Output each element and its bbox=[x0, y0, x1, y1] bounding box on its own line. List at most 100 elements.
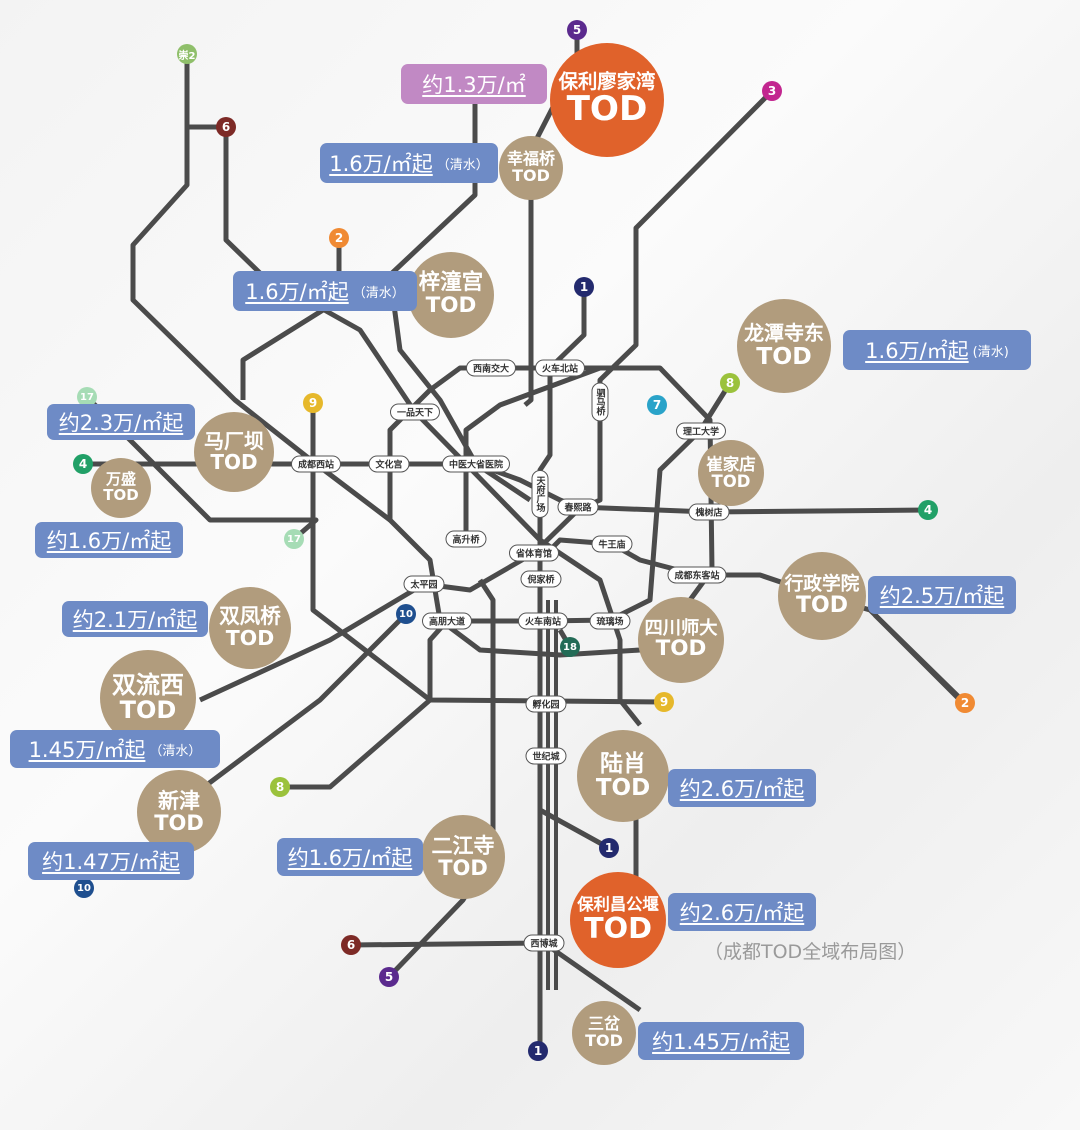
station-label: 西南交大 bbox=[465, 359, 517, 377]
tod-name: 陆肖 bbox=[600, 750, 646, 777]
tod-name: 保利廖家湾 bbox=[558, 69, 656, 93]
price-tag: 约1.6万/㎡起 bbox=[277, 838, 423, 876]
price-text: 约2.6万/㎡起 bbox=[679, 901, 805, 925]
price-text: 约2.5万/㎡起 bbox=[879, 584, 1005, 608]
tod-suffix: TOD bbox=[512, 166, 550, 185]
tod-marker[interactable]: 保利廖家湾 TOD bbox=[550, 43, 664, 157]
line-badge: 10 bbox=[396, 604, 416, 624]
tod-name: 万盛 bbox=[105, 470, 136, 489]
tod-suffix: TOD bbox=[583, 911, 653, 946]
station-label: 牛王庙 bbox=[591, 535, 633, 553]
tod-marker[interactable]: 万盛 TOD bbox=[91, 458, 151, 518]
price-note: （清水） bbox=[352, 285, 405, 301]
tod-suffix: TOD bbox=[585, 1031, 623, 1050]
tod-suffix: TOD bbox=[756, 342, 812, 371]
tod-marker[interactable]: 幸福桥 TOD bbox=[499, 136, 563, 200]
tod-marker[interactable]: 保利昌公堰 TOD bbox=[570, 872, 666, 968]
station-label: 春熙路 bbox=[557, 498, 599, 516]
price-text: 约1.6万/㎡起 bbox=[46, 529, 172, 553]
price-tag: 约1.3万/㎡ bbox=[401, 64, 547, 104]
tod-marker[interactable]: 四川师大 TOD bbox=[638, 597, 724, 683]
station-label: 一品天下 bbox=[389, 403, 441, 421]
tod-name: 双流西 bbox=[112, 670, 184, 699]
line-badge: 17 bbox=[77, 387, 97, 407]
tod-suffix: TOD bbox=[210, 450, 258, 474]
metro-line bbox=[280, 381, 733, 790]
tod-marker[interactable]: 双凤桥 TOD bbox=[209, 587, 291, 669]
price-text: 约2.3万/㎡起 bbox=[58, 411, 184, 435]
tod-name: 保利昌公堰 bbox=[577, 895, 659, 915]
price-tag: 1.6万/㎡起 (清水) bbox=[843, 330, 1031, 370]
station-label: 成都西站 bbox=[290, 455, 342, 473]
price-text: 1.6万/㎡起 bbox=[245, 280, 349, 304]
station-label: 天府广场 bbox=[531, 470, 549, 518]
tod-name: 二江寺 bbox=[431, 833, 495, 858]
metro-line bbox=[85, 395, 319, 541]
station-label: 理工大学 bbox=[675, 422, 727, 440]
station-label: 西博城 bbox=[523, 934, 565, 952]
line-badge: 8 bbox=[270, 777, 290, 797]
line-badge: 6 bbox=[216, 117, 236, 137]
tod-suffix: TOD bbox=[425, 293, 477, 318]
tod-marker[interactable]: 马厂坝 TOD bbox=[194, 412, 274, 492]
tod-marker[interactable]: 陆肖 TOD bbox=[577, 730, 669, 822]
line-badge: 崇2 bbox=[177, 44, 197, 64]
station-label: 槐树店 bbox=[688, 503, 730, 521]
price-tag: 约2.6万/㎡起 bbox=[668, 893, 816, 931]
tod-name: 梓潼宫 bbox=[418, 270, 484, 296]
station-label: 高升桥 bbox=[445, 530, 487, 548]
price-text: 约1.47万/㎡起 bbox=[42, 850, 180, 874]
tod-suffix: TOD bbox=[438, 856, 488, 880]
tod-suffix: TOD bbox=[103, 486, 139, 504]
station-label: 文化宫 bbox=[368, 455, 410, 473]
line-badge: 7 bbox=[647, 395, 667, 415]
tod-suffix: TOD bbox=[655, 636, 707, 662]
metro-line bbox=[387, 365, 715, 658]
tod-marker[interactable]: 崔家店 TOD bbox=[698, 440, 764, 506]
tod-suffix: TOD bbox=[154, 811, 204, 835]
station-label: 太平园 bbox=[403, 575, 445, 593]
line-badge: 18 bbox=[560, 637, 580, 657]
line-badge: 10 bbox=[74, 878, 94, 898]
map-caption: （成都TOD全域布局图） bbox=[704, 941, 917, 963]
price-note: （清水） bbox=[149, 743, 202, 759]
tod-marker[interactable]: 龙潭寺东 TOD bbox=[737, 299, 831, 393]
tod-suffix: TOD bbox=[566, 89, 648, 130]
tod-name: 四川师大 bbox=[644, 618, 718, 640]
line-badge: 9 bbox=[303, 393, 323, 413]
price-tag: 约1.47万/㎡起 bbox=[28, 842, 194, 880]
line-badge: 2 bbox=[955, 693, 975, 713]
metro-line bbox=[240, 238, 342, 400]
price-text: 1.6万/㎡起 bbox=[865, 339, 969, 363]
station-label: 驷马桥 bbox=[591, 382, 609, 422]
tod-name: 行政学院 bbox=[784, 573, 860, 595]
station-label: 倪家桥 bbox=[520, 570, 562, 588]
line-badge: 1 bbox=[574, 277, 594, 297]
station-label: 高朋大道 bbox=[421, 612, 473, 630]
price-tag: 约1.45万/㎡起 bbox=[638, 1022, 804, 1060]
tod-marker[interactable]: 二江寺 TOD bbox=[421, 815, 505, 899]
line-badge: 6 bbox=[341, 935, 361, 955]
price-tag: 1.6万/㎡起 （清水） bbox=[233, 271, 417, 311]
tod-marker[interactable]: 新津 TOD bbox=[137, 770, 221, 854]
price-tag: 约2.5万/㎡起 bbox=[868, 576, 1016, 614]
price-text: 约1.45万/㎡起 bbox=[652, 1030, 790, 1054]
price-tag: 1.6万/㎡起 （清水） bbox=[320, 143, 498, 183]
metro-line bbox=[873, 613, 962, 702]
price-text: 约1.3万/㎡ bbox=[422, 73, 526, 97]
price-note: （清水） bbox=[436, 157, 489, 173]
tod-name: 崔家店 bbox=[706, 454, 756, 474]
tod-name: 幸福桥 bbox=[506, 149, 555, 169]
metro-line bbox=[537, 287, 587, 1051]
metro-line bbox=[387, 578, 496, 979]
tod-marker[interactable]: 三岔 TOD bbox=[572, 1001, 636, 1065]
station-label: 省体育馆 bbox=[508, 544, 560, 562]
price-note: (清水) bbox=[972, 344, 1009, 360]
price-text: 约1.6万/㎡起 bbox=[287, 846, 413, 870]
tod-marker[interactable]: 梓潼宫 TOD bbox=[408, 252, 494, 338]
price-text: 约2.6万/㎡起 bbox=[679, 777, 805, 801]
tod-name: 双凤桥 bbox=[219, 604, 281, 629]
tod-marker[interactable]: 行政学院 TOD bbox=[778, 552, 866, 640]
metro-line bbox=[198, 612, 408, 792]
price-tag: 约2.3万/㎡起 bbox=[47, 404, 195, 440]
